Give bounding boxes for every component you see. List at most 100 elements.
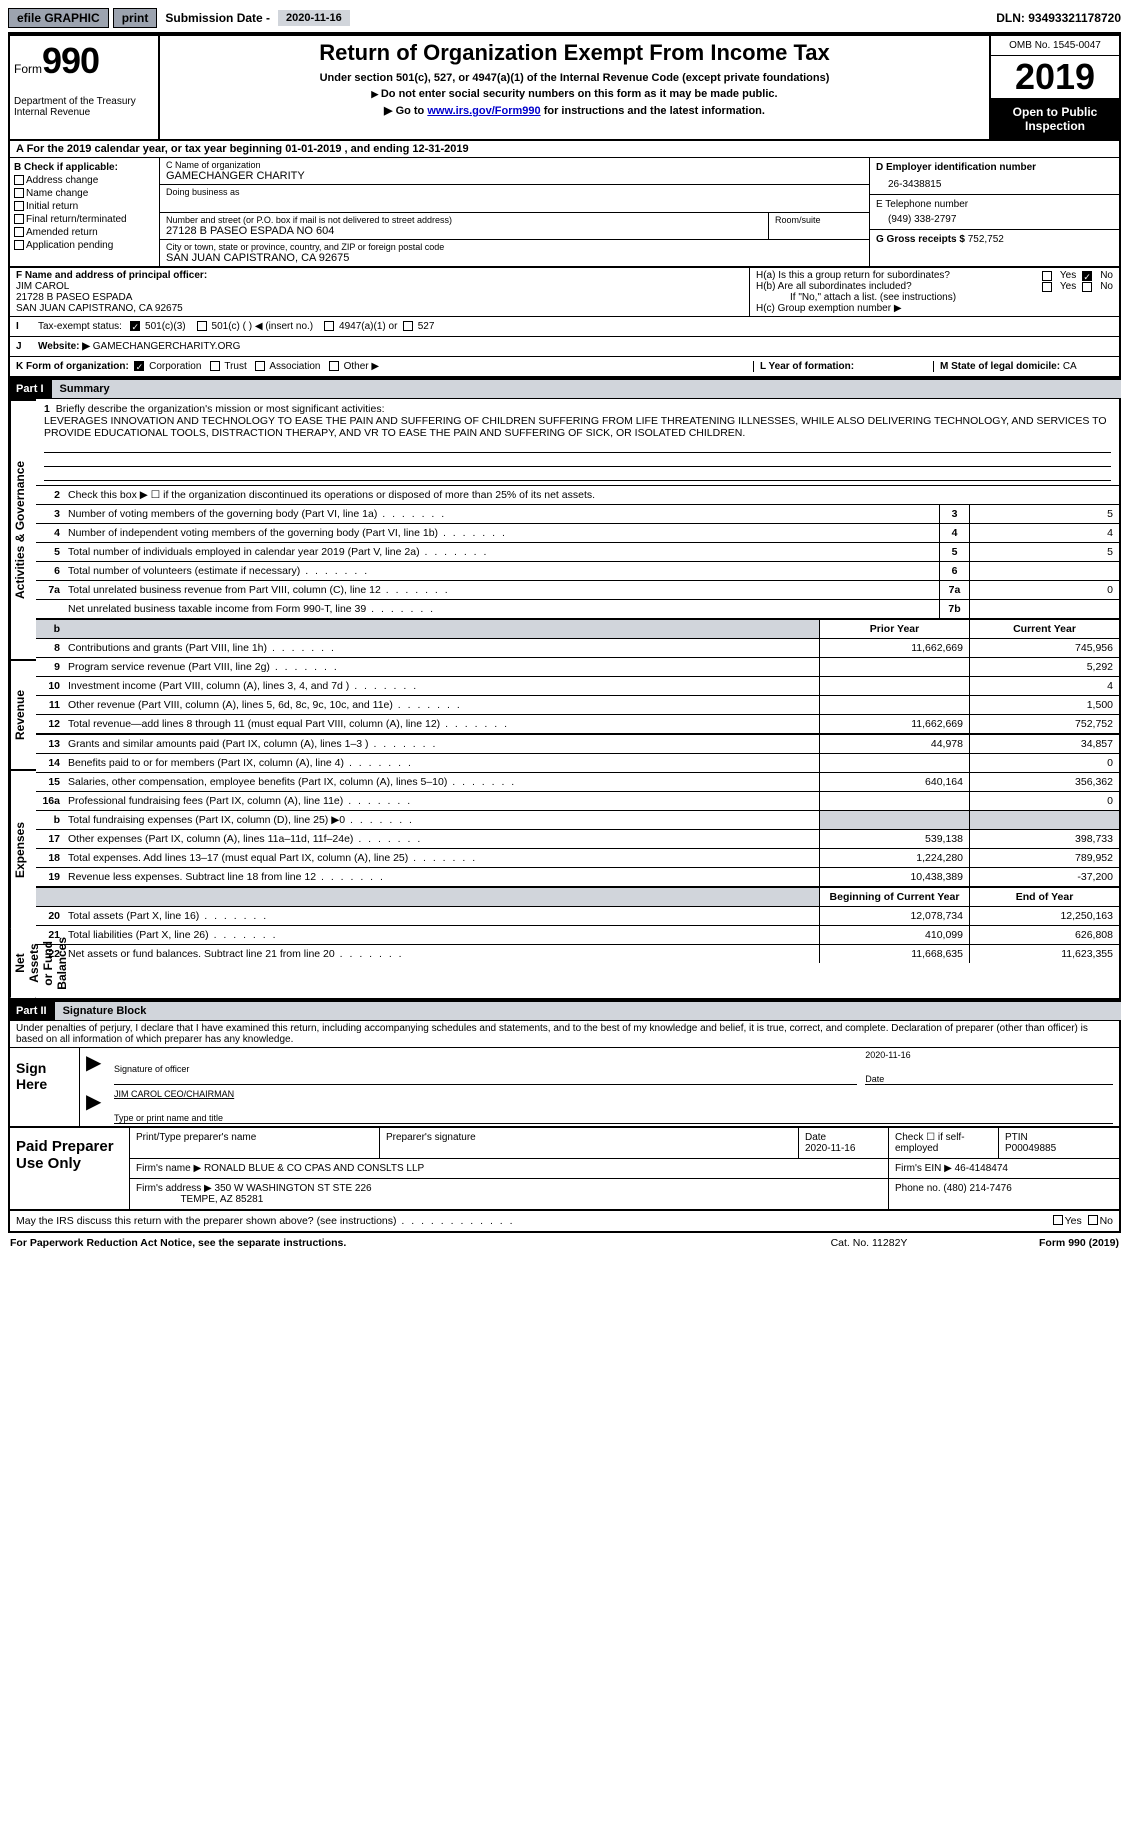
firm-addr2: TEMPE, AZ 85281 — [180, 1194, 263, 1205]
form-title: Return of Organization Exempt From Incom… — [164, 40, 985, 66]
discuss-no-checkbox[interactable] — [1088, 1215, 1098, 1225]
public-inspection: Open to Public Inspection — [991, 99, 1119, 139]
table-row: Net unrelated business taxable income fr… — [36, 600, 1119, 618]
hb-no-checkbox[interactable] — [1082, 282, 1092, 292]
app-checkbox[interactable] — [14, 240, 24, 250]
ha-no-checkbox[interactable]: ✓ — [1082, 271, 1092, 281]
prep-name-header: Print/Type preparer's name — [130, 1128, 380, 1158]
amend-checkbox[interactable] — [14, 227, 24, 237]
no-label: No — [1100, 270, 1113, 281]
ein-label: D Employer identification number — [876, 162, 1113, 173]
discuss-text: May the IRS discuss this return with the… — [16, 1215, 1053, 1227]
print-button[interactable]: print — [113, 8, 158, 28]
efile-button[interactable]: efile GRAPHIC — [8, 8, 109, 28]
table-row: 12Total revenue—add lines 8 through 11 (… — [36, 715, 1119, 733]
form-number: 990 — [42, 40, 99, 81]
subdate-label: Submission Date - — [161, 11, 274, 25]
gross-label: G Gross receipts $ — [876, 234, 968, 245]
name-checkbox[interactable] — [14, 188, 24, 198]
tax-year: 2019 — [991, 56, 1119, 99]
summary-table: Activities & Governance Revenue Expenses… — [8, 399, 1121, 1000]
table-row: bTotal fundraising expenses (Part IX, co… — [36, 811, 1119, 830]
assoc-checkbox[interactable] — [255, 361, 265, 371]
penalty-text: Under penalties of perjury, I declare th… — [8, 1021, 1121, 1047]
init-checkbox[interactable] — [14, 201, 24, 211]
signature-line[interactable]: Signature of officer — [114, 1050, 857, 1085]
trust-checkbox[interactable] — [210, 361, 220, 371]
other-checkbox[interactable] — [329, 361, 339, 371]
bottom-line: For Paperwork Reduction Act Notice, see … — [8, 1233, 1121, 1253]
firm-ein-value: 46-4148474 — [955, 1163, 1008, 1174]
firm-phone-label: Phone no. — [895, 1183, 943, 1194]
final-checkbox[interactable] — [14, 214, 24, 224]
table-row: 20Total assets (Part X, line 16)12,078,7… — [36, 907, 1119, 926]
table-row: 19Revenue less expenses. Subtract line 1… — [36, 868, 1119, 886]
yes-label-3: Yes — [1065, 1215, 1082, 1227]
room-label: Room/suite — [775, 215, 863, 225]
amend-label: Amended return — [26, 227, 98, 238]
line-a: A For the 2019 calendar year, or tax yea… — [8, 141, 1121, 158]
firm-addr1: 350 W WASHINGTON ST STE 226 — [215, 1183, 372, 1194]
street-label: Number and street (or P.O. box if mail i… — [166, 215, 762, 225]
l2-text: Check this box ▶ ☐ if the organization d… — [64, 486, 1119, 504]
table-row: 10Investment income (Part VIII, column (… — [36, 677, 1119, 696]
init-label: Initial return — [26, 201, 78, 212]
prep-date-value: 2020-11-16 — [805, 1143, 855, 1154]
part-1-bar: Part I Summary — [8, 378, 1121, 399]
signature-block: Sign Here ▶ Signature of officer 2020-11… — [8, 1047, 1121, 1128]
website-label: Website: ▶ — [38, 341, 90, 352]
l1-num: 1 — [44, 403, 50, 415]
tax-status-label: Tax-exempt status: — [38, 321, 122, 332]
b-label: B Check if applicable: — [14, 162, 155, 173]
ssn-notice: Do not enter social security numbers on … — [164, 88, 985, 100]
ha-label: H(a) Is this a group return for subordin… — [756, 270, 1036, 281]
501c-label: 501(c) ( ) ◀ (insert no.) — [212, 321, 314, 332]
irs-link[interactable]: www.irs.gov/Form990 — [427, 105, 540, 117]
l-label: L Year of formation: — [760, 361, 854, 372]
firm-name-label: Firm's name ▶ — [136, 1163, 201, 1174]
side-revenue: Revenue — [10, 659, 36, 769]
hb-note: If "No," attach a list. (see instruction… — [756, 292, 1113, 303]
officer-street: 21728 B PASEO ESPADA — [16, 292, 743, 303]
table-row: 8Contributions and grants (Part VIII, li… — [36, 639, 1119, 658]
4947-label: 4947(a)(1) or — [339, 321, 397, 332]
cat-no: Cat. No. 11282Y — [769, 1237, 969, 1249]
addr-label: Address change — [26, 175, 98, 186]
k-label: K Form of organization: — [16, 361, 129, 372]
501c3-checkbox[interactable]: ✓ — [130, 321, 140, 331]
corp-checkbox[interactable]: ✓ — [134, 361, 144, 371]
part-2-label: Part II — [8, 1002, 55, 1020]
hc-label: H(c) Group exemption number ▶ — [756, 303, 1113, 314]
4947-checkbox[interactable] — [324, 321, 334, 331]
table-row: 22Net assets or fund balances. Subtract … — [36, 945, 1119, 963]
side-governance: Activities & Governance — [10, 399, 36, 659]
prior-year-header: Prior Year — [819, 620, 969, 638]
block-bcd: B Check if applicable: Address change Na… — [8, 158, 1121, 268]
f-label: F Name and address of principal officer: — [16, 270, 743, 281]
subdate-value: 2020-11-16 — [278, 10, 350, 26]
city-label: City or town, state or province, country… — [166, 242, 863, 252]
phone-label: E Telephone number — [876, 199, 1113, 210]
officer-city: SAN JUAN CAPISTRANO, CA 92675 — [16, 303, 743, 314]
501c-checkbox[interactable] — [197, 321, 207, 331]
pra-notice: For Paperwork Reduction Act Notice, see … — [10, 1237, 769, 1249]
org-name-label: C Name of organization — [166, 160, 863, 170]
officer-name: JIM CAROL — [16, 281, 743, 292]
no-label-2: No — [1100, 281, 1113, 292]
firm-addr-label: Firm's address ▶ — [136, 1183, 212, 1194]
l1-text: Briefly describe the organization's miss… — [56, 403, 385, 415]
527-checkbox[interactable] — [403, 321, 413, 331]
ein-value: 26-3438815 — [876, 173, 1113, 190]
end-year-header: End of Year — [969, 888, 1119, 906]
hb-yes-checkbox[interactable] — [1042, 282, 1052, 292]
addr-checkbox[interactable] — [14, 175, 24, 185]
discuss-yes-checkbox[interactable] — [1053, 1215, 1063, 1225]
omb-number: OMB No. 1545-0047 — [991, 36, 1119, 56]
corp-label: Corporation — [149, 361, 201, 372]
table-row: 7aTotal unrelated business revenue from … — [36, 581, 1119, 600]
sign-here-label: Sign Here — [10, 1048, 80, 1126]
ha-yes-checkbox[interactable] — [1042, 271, 1052, 281]
part-1-title: Summary — [52, 383, 110, 395]
firm-phone-value: (480) 214-7476 — [943, 1183, 1011, 1194]
form-header: Form990 Department of the Treasury Inter… — [8, 34, 1121, 141]
